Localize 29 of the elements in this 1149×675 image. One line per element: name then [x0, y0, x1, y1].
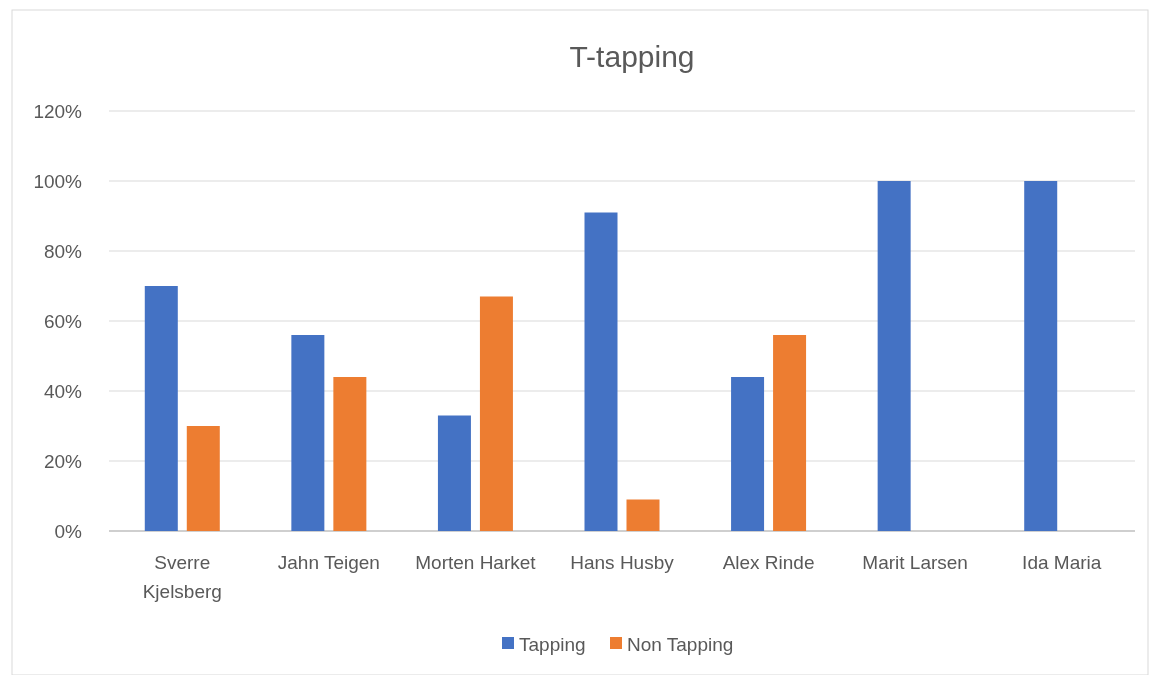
y-tick-label: 100%	[33, 170, 83, 192]
y-tick-label: 20%	[43, 450, 83, 472]
y-tick-label: 120%	[33, 100, 83, 122]
y-tick-label: 60%	[43, 310, 83, 332]
x-tick-label: Sverre Kjelsberg	[142, 552, 222, 602]
bar	[479, 296, 513, 531]
bar	[437, 415, 471, 531]
legend-label: Non Tapping	[627, 633, 734, 655]
bar	[1024, 181, 1058, 531]
bar	[333, 377, 367, 531]
x-tick-label: Hans Husby	[570, 552, 675, 573]
bar	[144, 286, 178, 531]
bar	[291, 335, 325, 531]
x-tick-label: Jahn Teigen	[277, 552, 380, 573]
legend-label: Tapping	[519, 633, 586, 655]
bar	[877, 181, 911, 531]
y-tick-label: 0%	[54, 520, 83, 542]
x-tick-label: Morten Harket	[415, 552, 537, 573]
x-tick-label: Marit Larsen	[862, 552, 968, 573]
bar	[186, 426, 220, 531]
bar	[773, 335, 807, 531]
bar	[731, 377, 765, 531]
x-tick-label: Ida Maria	[1022, 552, 1102, 573]
x-tick-label: Alex Rinde	[722, 552, 815, 573]
y-tick-label: 40%	[43, 380, 83, 402]
y-tick-label: 80%	[43, 240, 83, 262]
chart-title: T-tapping	[569, 40, 695, 73]
bar	[584, 212, 618, 531]
bar	[626, 499, 660, 531]
